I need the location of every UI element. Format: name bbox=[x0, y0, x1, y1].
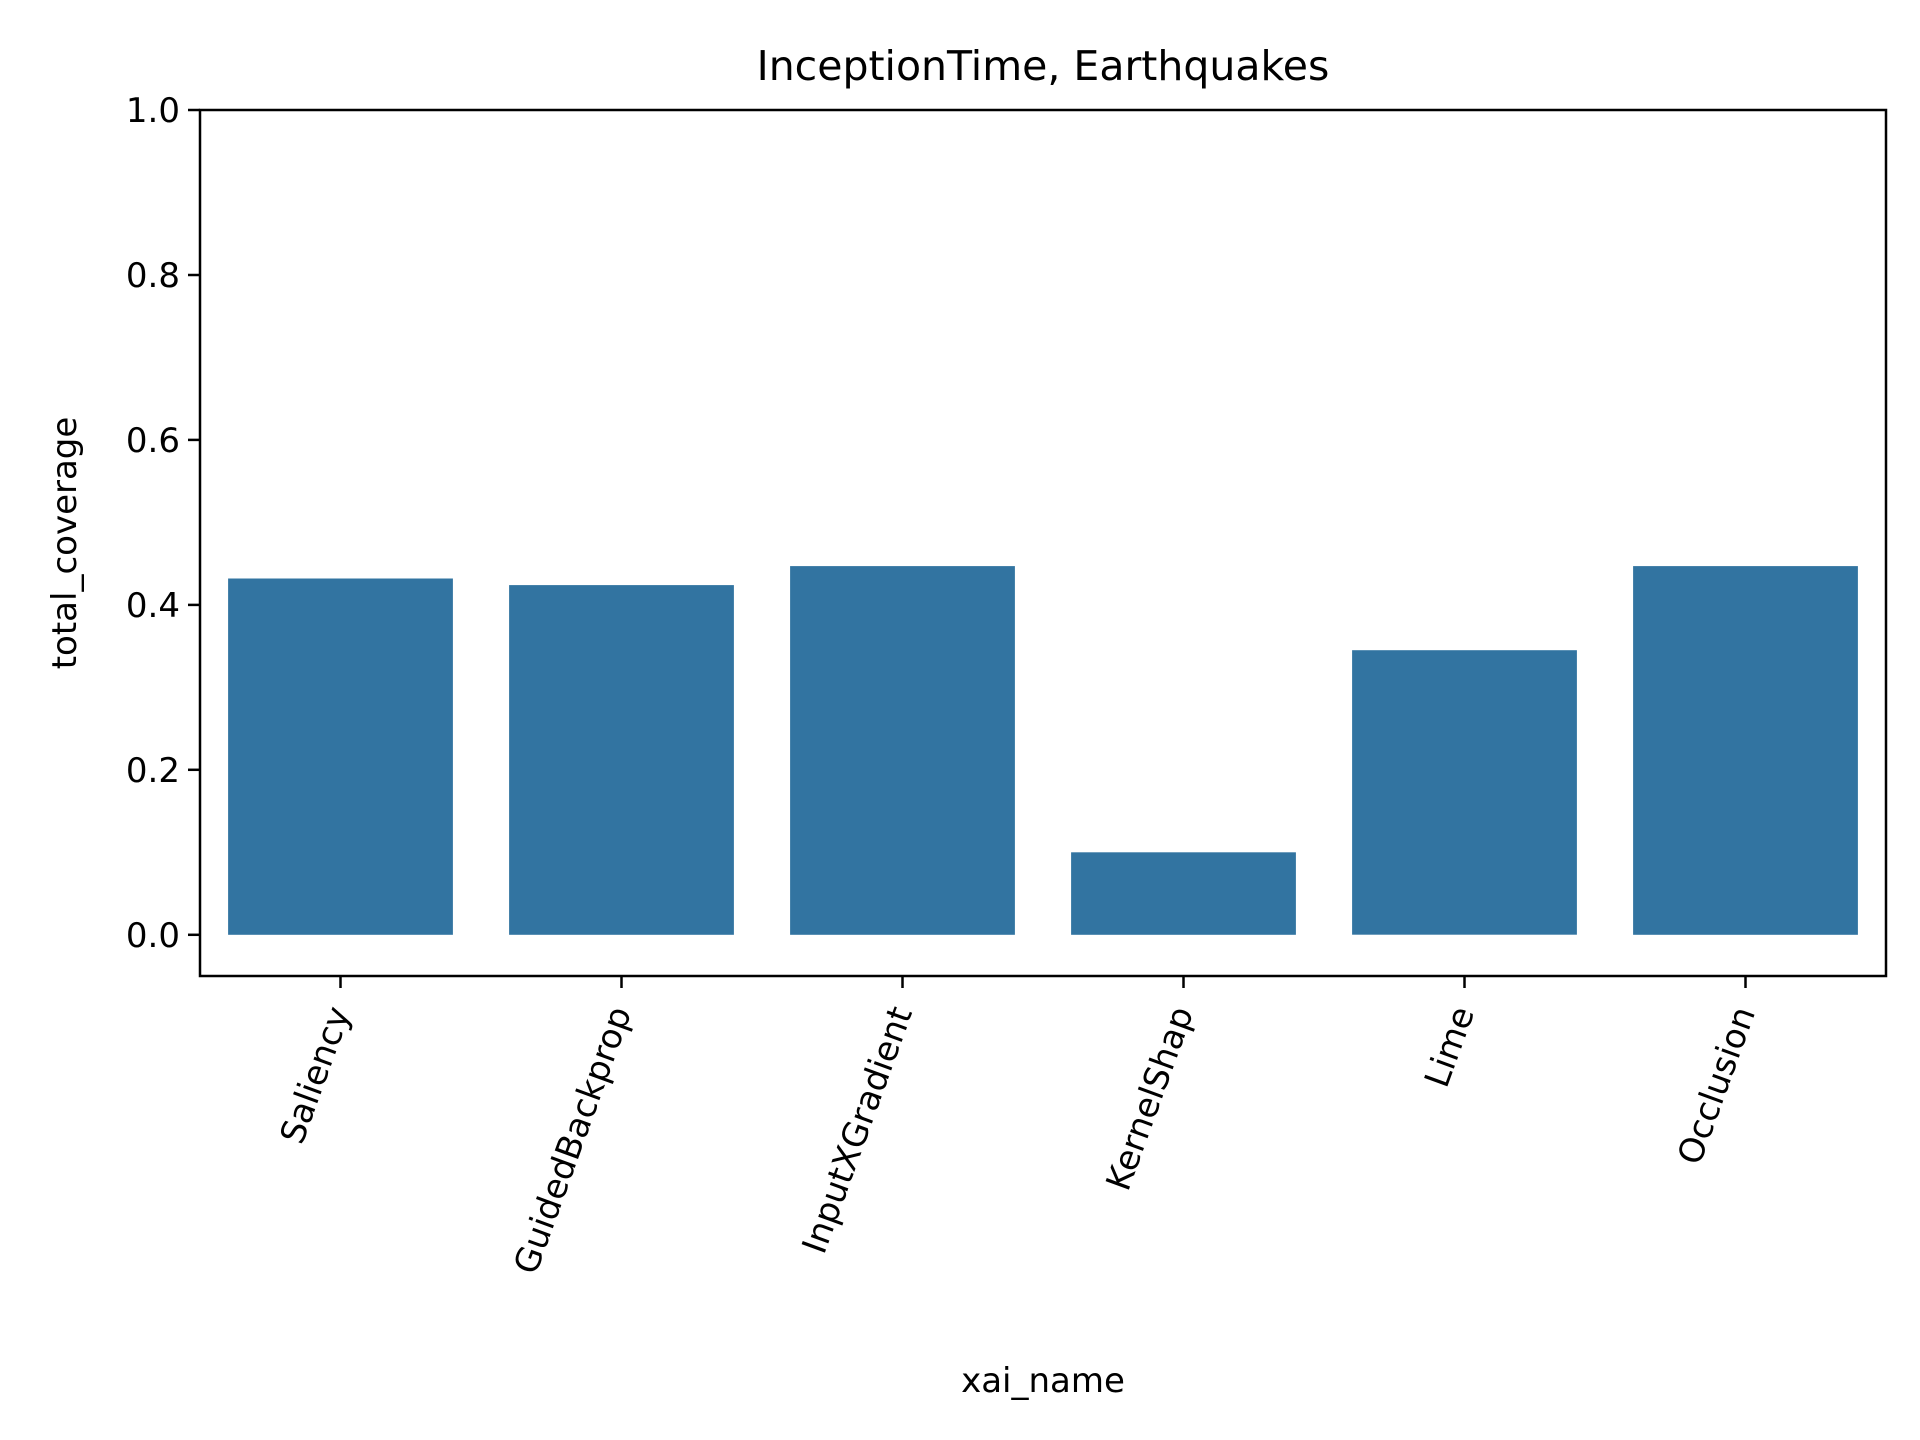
y-tick-label: 0.0 bbox=[126, 916, 180, 956]
y-tick-label: 1.0 bbox=[126, 91, 180, 131]
x-tick-label-lime: Lime bbox=[1417, 1001, 1483, 1092]
x-tick-label-inputxgradient: InputXGradient bbox=[795, 1001, 921, 1258]
chart-title: InceptionTime, Earthquakes bbox=[757, 42, 1330, 90]
bar-guidedbackprop bbox=[509, 585, 734, 935]
y-tick-label: 0.6 bbox=[126, 421, 180, 461]
plot-area-frame bbox=[198, 108, 1888, 978]
bars-group bbox=[228, 566, 1858, 935]
y-axis-title: total_coverage bbox=[45, 417, 85, 670]
y-tick-label: 0.8 bbox=[126, 256, 180, 296]
x-tick-label-occlusion: Occlusion bbox=[1670, 1001, 1764, 1169]
y-tick-label: 0.2 bbox=[126, 751, 180, 791]
y-tick-label: 0.4 bbox=[126, 586, 180, 626]
x-tick-label-guidedbackprop: GuidedBackprop bbox=[506, 1001, 640, 1279]
x-axis-title: xai_name bbox=[961, 1361, 1125, 1401]
bar-lime bbox=[1352, 650, 1577, 935]
x-axis: Saliency GuidedBackprop InputXGradient Kern… bbox=[273, 976, 1764, 1279]
x-tick-label-kernelshap: KernelShap bbox=[1099, 1001, 1202, 1195]
bar-saliency bbox=[228, 578, 453, 935]
bar-kernelshap bbox=[1071, 852, 1296, 935]
x-tick-label-saliency: Saliency bbox=[273, 1001, 359, 1149]
y-axis: 0.0 0.2 0.4 0.6 0.8 1.0 bbox=[126, 91, 200, 956]
bar-occlusion bbox=[1633, 566, 1858, 935]
bar-inputxgradient bbox=[790, 566, 1015, 935]
